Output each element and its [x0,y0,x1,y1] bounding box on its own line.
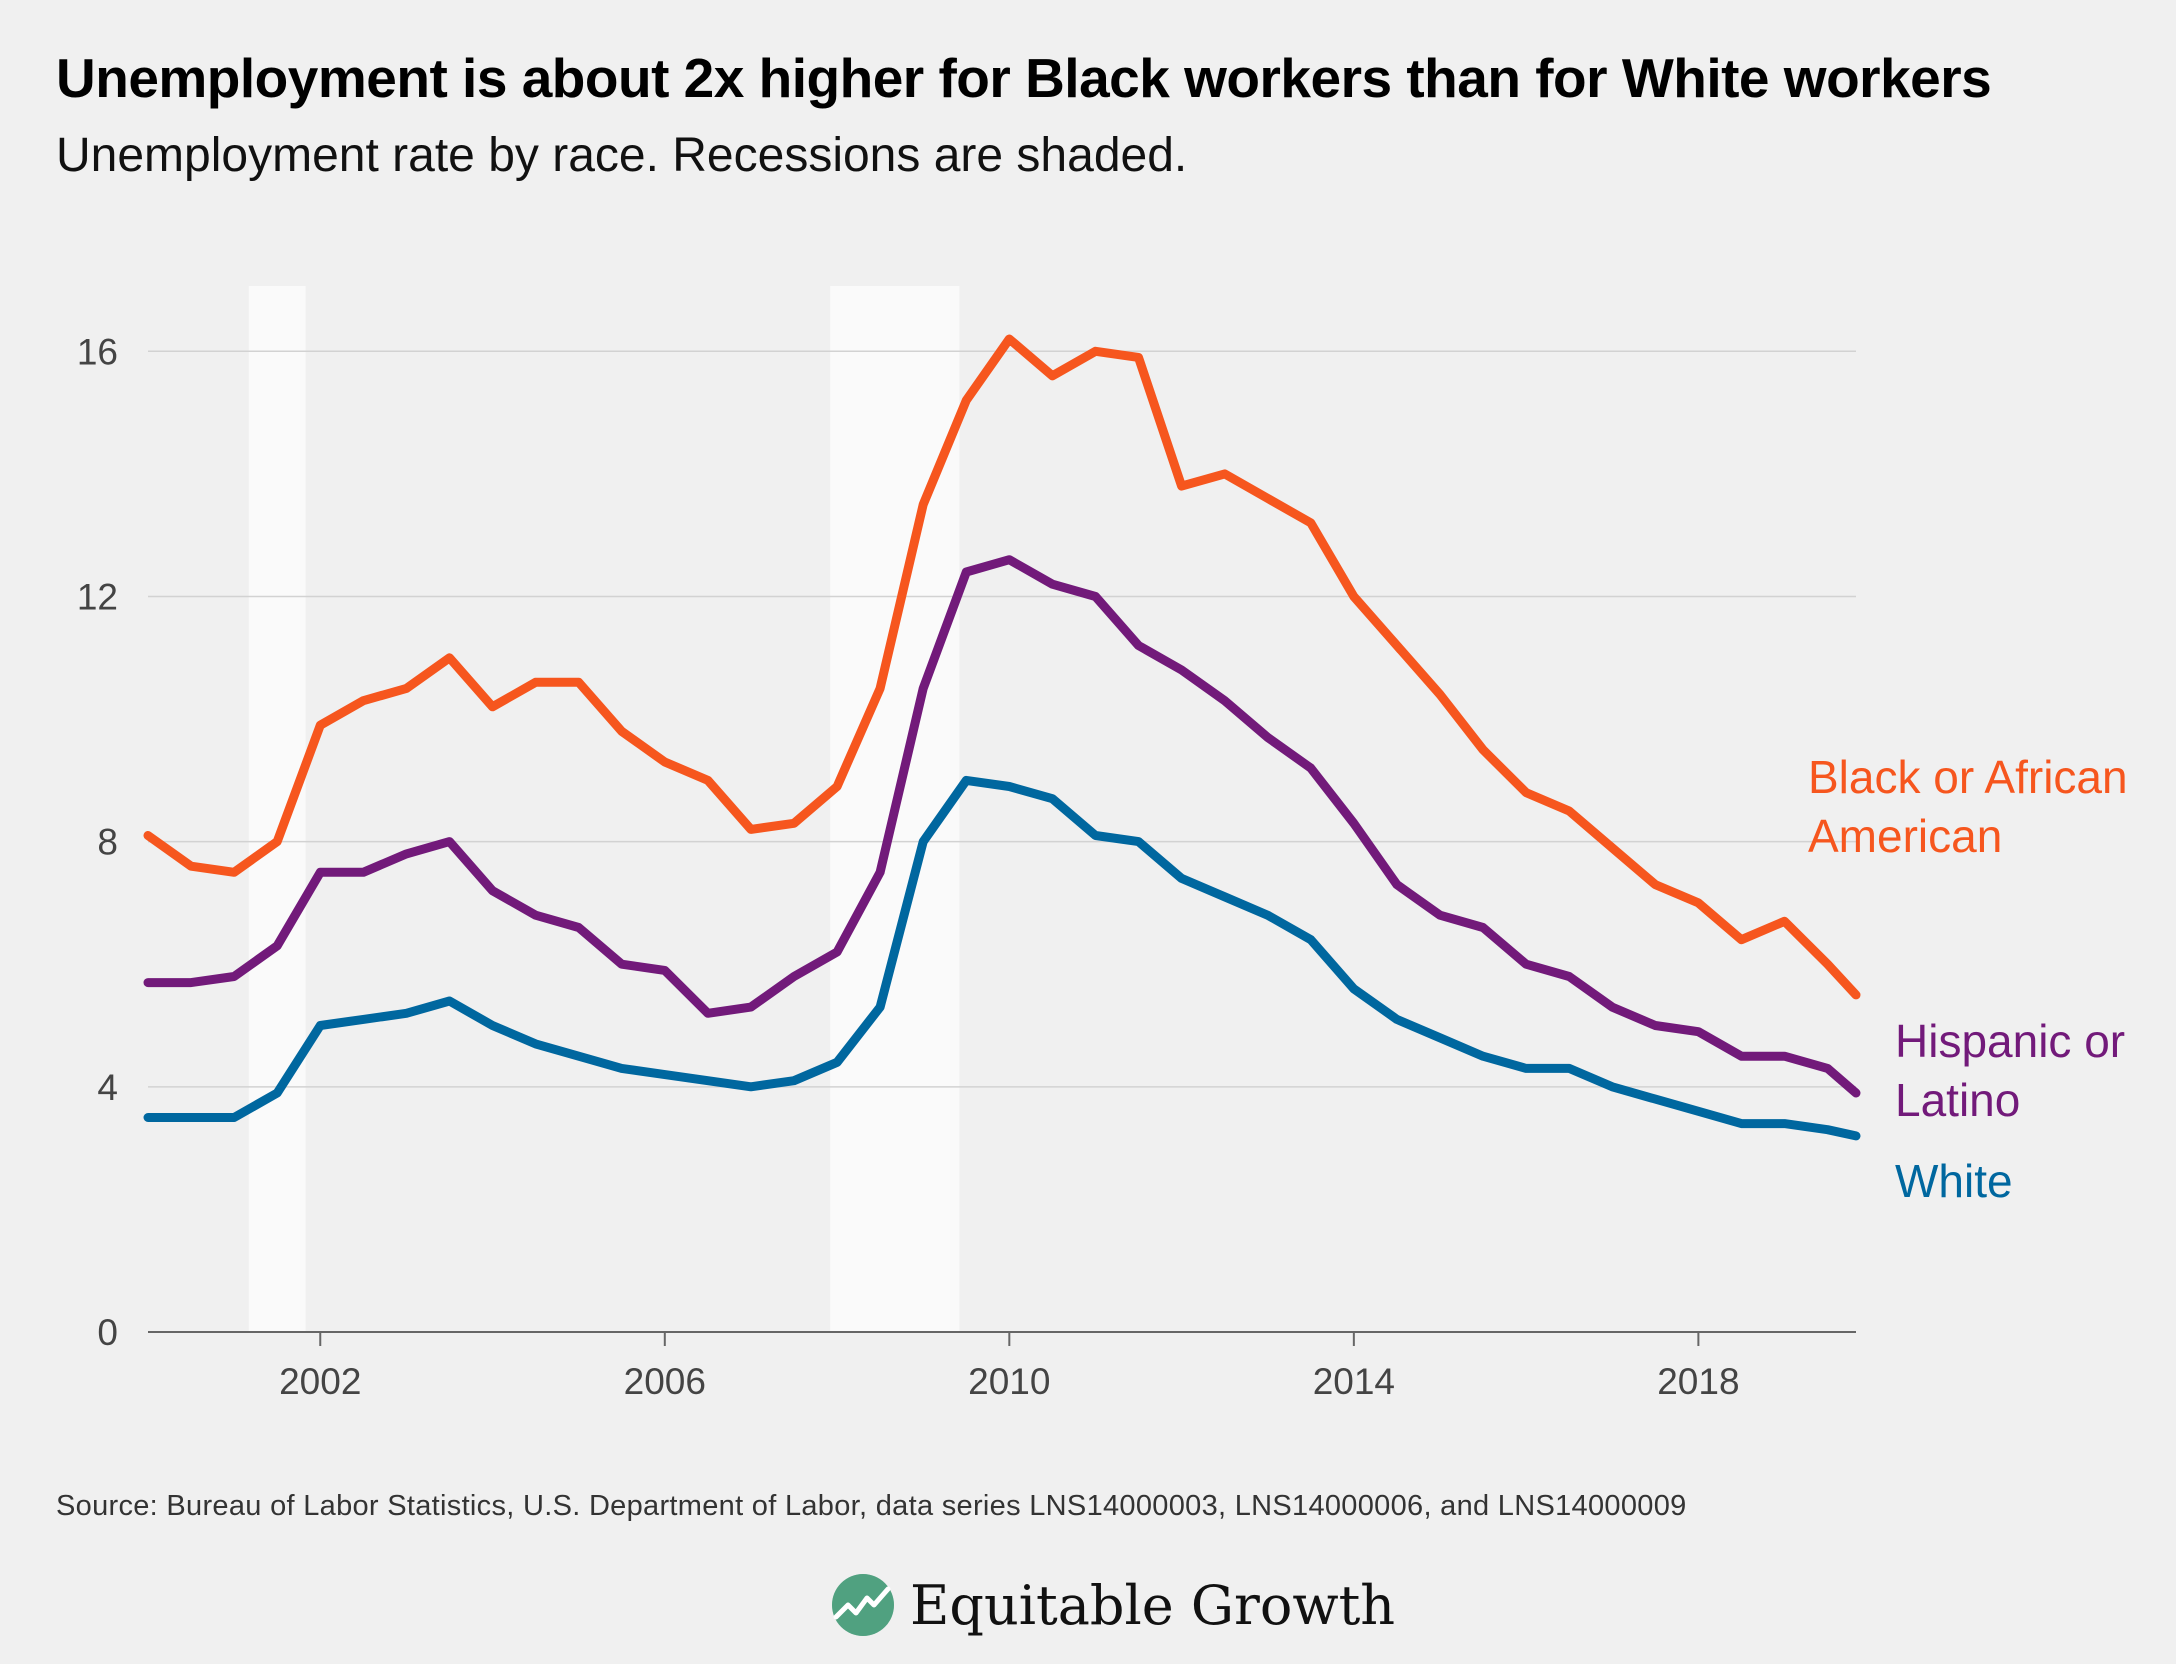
y-tick-label: 0 [97,1312,118,1353]
chart-title: Unemployment is about 2x higher for Blac… [56,47,1992,109]
x-tick-label: 2002 [279,1361,361,1402]
recession-shading [248,286,960,1332]
series-label-hispanic-line2: Latino [1895,1074,2020,1126]
chart-subtitle: Unemployment rate by race. Recessions ar… [56,129,1188,182]
logo: Equitable Growth [830,1572,1395,1638]
series-label-white: White [1895,1155,2013,1207]
series-line-white [143,775,1861,1141]
trend-line-logo-icon [832,1574,894,1636]
x-tick-label: 2014 [1313,1361,1395,1402]
series-labels: Black or African American Hispanic or La… [1808,751,2140,1207]
series-line-black [143,334,1861,1000]
recession-band [248,286,306,1332]
axis-ticks: 0 4 8 12 16 2002 2006 2010 2014 2018 [77,331,1740,1402]
series-line-hispanic [143,555,1861,1098]
series-label-hispanic-line1: Hispanic or [1895,1015,2125,1067]
series-label-black-line1: Black or African [1808,751,2128,803]
x-tick-label: 2010 [968,1361,1050,1402]
source-note: Source: Bureau of Labor Statistics, U.S.… [56,1490,1687,1522]
y-tick-label: 8 [97,822,118,863]
y-tick-label: 4 [97,1067,118,1108]
x-tick-label: 2006 [624,1361,706,1402]
logo-text: Equitable Growth [910,1573,1396,1637]
series-label-black-line2: American [1808,810,2002,862]
x-tick-label: 2018 [1657,1361,1739,1402]
series-label-hispanic: Hispanic or Latino [1895,1015,2138,1126]
y-tick-label: 16 [77,331,118,372]
series-label-black: Black or African American [1808,751,2140,862]
series-lines [143,334,1861,1141]
y-tick-label: 12 [77,576,118,617]
